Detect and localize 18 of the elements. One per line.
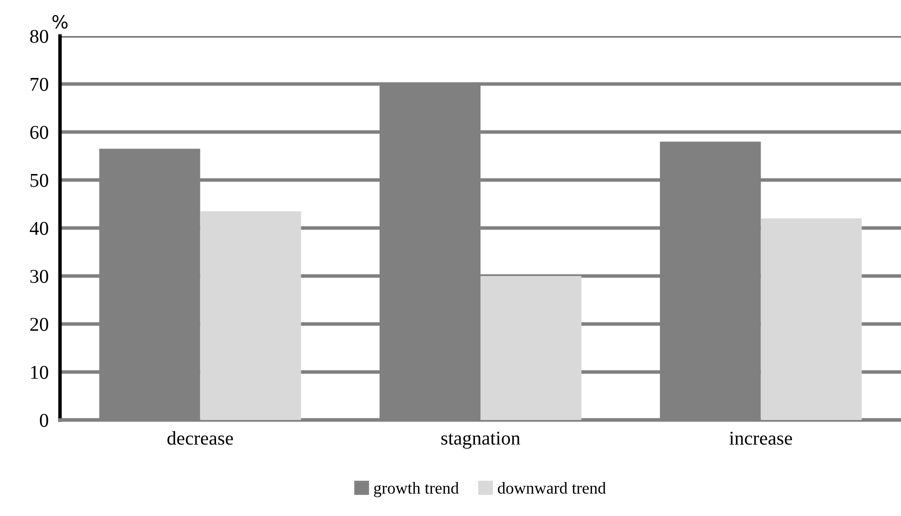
y-tick-label: 50 bbox=[30, 174, 48, 187]
bar bbox=[200, 211, 302, 420]
x-tick-label: decrease bbox=[167, 431, 233, 445]
y-tick-label: 30 bbox=[30, 270, 48, 283]
x-tick-label: stagnation bbox=[441, 432, 520, 449]
y-tick-label: 0 bbox=[40, 414, 48, 427]
bar bbox=[760, 218, 862, 420]
y-tick-label: 10 bbox=[31, 366, 48, 379]
x-tick-label: increase bbox=[729, 432, 792, 445]
y-tick-label: 70 bbox=[30, 78, 48, 91]
y-tick-label: 20 bbox=[30, 318, 48, 331]
y-tick-label: 40 bbox=[30, 222, 48, 235]
y-tick-label: 60 bbox=[30, 126, 48, 139]
legend-label: downward trend bbox=[498, 482, 606, 494]
legend-label: growth trend bbox=[374, 482, 459, 498]
y-axis-title: % bbox=[52, 15, 68, 29]
y-tick-label: 80 bbox=[30, 30, 48, 43]
bar bbox=[480, 276, 582, 420]
